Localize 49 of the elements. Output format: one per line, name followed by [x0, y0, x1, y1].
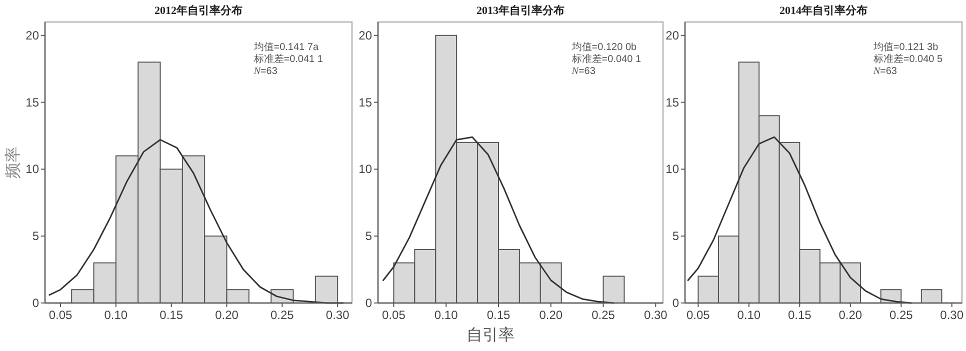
chart-title: 2012年自引率分布 — [154, 4, 242, 17]
y-tick-label: 20 — [26, 28, 40, 42]
y-tick-label: 0 — [32, 296, 40, 310]
x-tick-label: 0.15 — [160, 308, 184, 322]
chart-title: 2014年自引率分布 — [780, 4, 868, 17]
line-series — [48, 139, 344, 304]
x-tick-label: 0.25 — [592, 308, 616, 322]
x-tick-label: 0.20 — [838, 308, 862, 322]
annotation: N=63 — [252, 66, 278, 77]
annotation: N=63 — [872, 66, 898, 77]
x-tick-label: 0.20 — [539, 308, 563, 322]
y-tick-label: 5 — [32, 229, 40, 244]
x-tick-label: 0.05 — [686, 308, 710, 322]
x-tick-label: 0.30 — [326, 308, 350, 322]
x-tick-label: 0.30 — [940, 308, 964, 322]
x-tick-label: 0.05 — [48, 308, 73, 322]
y-tick-label: 10 — [666, 162, 680, 176]
y-tick-label: 20 — [666, 28, 680, 42]
annotation: N=63 — [570, 66, 596, 77]
x-tick-label: 0.15 — [486, 308, 510, 322]
x-tick-label: 0.25 — [270, 308, 294, 322]
annotation: 标准差=0.041 1 — [252, 53, 324, 65]
x-tick-label: 0.25 — [889, 308, 914, 322]
y-tick-label: 10 — [358, 162, 372, 176]
chart-title: 2013年自引率分布 — [476, 4, 564, 17]
y-axis-title: 频率 — [3, 146, 22, 178]
y-tick-label: 20 — [358, 28, 372, 42]
x-tick-label: 0.30 — [644, 308, 668, 322]
y-tick-label: 0 — [365, 296, 372, 310]
y-tick-label: 15 — [358, 95, 372, 110]
y-tick-label: 0 — [672, 296, 680, 310]
annotation: 均值=0.120 0b — [570, 41, 638, 53]
line-series — [687, 136, 912, 304]
x-tick-label: 0.10 — [737, 308, 761, 322]
x-tick-label: 0.20 — [215, 308, 239, 322]
x-tick-label: 0.10 — [434, 308, 458, 322]
annotation: 标准差=0.040 5 — [872, 53, 944, 65]
x-tick-label: 0.10 — [104, 308, 128, 322]
x-tick-label: 0.05 — [382, 308, 406, 322]
y-tick-label: 15 — [26, 95, 40, 110]
x-axis-title: 自引率 — [466, 325, 514, 344]
y-tick-label: 15 — [666, 95, 680, 110]
y-tick-label: 5 — [672, 229, 680, 244]
annotation: 均值=0.121 3b — [872, 41, 939, 53]
y-tick-label: 10 — [26, 162, 40, 176]
x-tick-label: 0.15 — [788, 308, 812, 322]
annotation: 均值=0.141 7a — [252, 41, 319, 53]
annotation: 标准差=0.040 1 — [570, 53, 642, 65]
y-tick-label: 5 — [365, 229, 372, 244]
